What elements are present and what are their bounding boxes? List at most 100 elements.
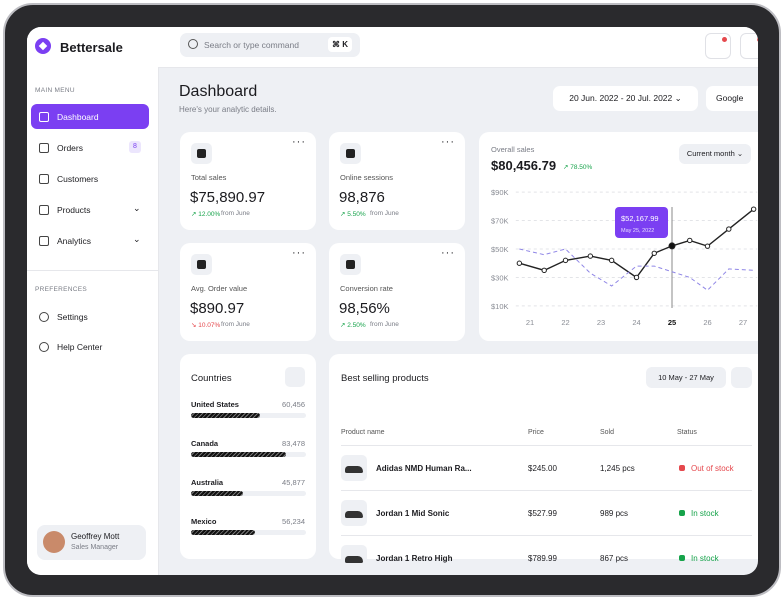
brand: Bettersale: [60, 40, 123, 55]
countries-card: Countries United States 60,456 Canada 83,47…: [180, 354, 316, 559]
date-filter-label: 10 May - 27 May: [658, 373, 714, 382]
menu-icon: [39, 312, 49, 322]
topbar: Search or type command ⌘ K: [158, 27, 758, 68]
product-status: In stock: [691, 554, 719, 563]
point: [633, 274, 640, 281]
stat-label: Online sessions: [340, 173, 393, 182]
period-select[interactable]: Current month ⌄: [679, 144, 751, 164]
country-name: Canada: [191, 439, 219, 448]
column-header: Status: [677, 429, 697, 436]
divider: [27, 270, 158, 271]
product-price: $789.99: [528, 554, 557, 563]
open-button[interactable]: [285, 367, 305, 387]
stat-label: Avg. Order value: [191, 284, 248, 293]
point: [704, 243, 711, 249]
date-filter[interactable]: 10 May - 27 May: [646, 367, 726, 388]
menu-icon: [39, 342, 49, 352]
more-button[interactable]: ···: [292, 247, 306, 259]
stat-icon: [191, 143, 212, 164]
x-tick-label: 26: [703, 318, 711, 327]
country-bar: [191, 452, 286, 457]
change-value: 2.50%: [347, 322, 366, 329]
source: Google: [716, 93, 744, 103]
status-dot: [679, 555, 685, 561]
messages-button[interactable]: [705, 33, 731, 59]
menu-item[interactable]: Dashboard: [31, 104, 149, 129]
point: [541, 267, 547, 274]
x-tick-label: 21: [526, 318, 534, 327]
country-value: 60,456: [282, 400, 305, 409]
column-header: Product name: [341, 429, 385, 436]
product-name: Jordan 1 Retro High: [376, 554, 453, 563]
products-card: Best selling products 10 May - 27 May Pr…: [329, 354, 758, 571]
x-tick-label: 27: [739, 318, 747, 327]
user-name: Geoffrey Mott: [71, 532, 120, 541]
shortcut: ⌘ K: [328, 37, 352, 52]
source-select[interactable]: Google: [706, 86, 758, 111]
tooltip-date: May 25, 2022: [621, 228, 654, 234]
stat-glyph: [197, 260, 206, 269]
y-tick-label: $70K: [491, 217, 509, 226]
stat-change: ↘ 10.07%: [191, 322, 221, 329]
y-tick-label: $10K: [491, 302, 509, 311]
stat-glyph: [346, 149, 355, 158]
x-tick-label: 23: [597, 318, 605, 327]
search-placeholder: Search or type command: [204, 40, 299, 50]
change-note: from June: [370, 210, 399, 217]
menu-item[interactable]: Analytics ⌄: [31, 228, 149, 253]
change-value: 12.00%: [198, 211, 221, 218]
stat-value: 98,876: [339, 189, 385, 206]
x-tick-label: 25: [668, 318, 676, 327]
change-value: 78.50%: [570, 164, 593, 171]
product-image: [341, 500, 367, 526]
filter-button[interactable]: [731, 367, 752, 388]
search-box[interactable]: Search or type command ⌘ K: [180, 33, 360, 57]
menu-item[interactable]: Help Center: [31, 334, 149, 359]
date-range: 20 Jun. 2022 - 20 Jul. 2022: [569, 93, 673, 103]
stat-value: 98,56%: [339, 300, 390, 317]
menu-icon: [39, 205, 49, 215]
menu-item[interactable]: Settings: [31, 304, 149, 329]
user-card[interactable]: Geoffrey Mott Sales Manager: [37, 525, 146, 560]
menu-label: Products: [57, 205, 91, 215]
stat-card: ··· Online sessions 98,876 ↗ 5.50% from June: [329, 132, 465, 230]
date-range-picker[interactable]: 20 Jun. 2022 - 20 Jul. 2022 ⌄: [553, 86, 698, 111]
shoe: [345, 556, 363, 563]
country-value: 45,877: [282, 478, 305, 487]
card-value: $80,456.79: [491, 158, 557, 173]
row-divider: [341, 445, 752, 446]
avatar: [43, 531, 65, 553]
x-tick-label: 24: [632, 318, 640, 327]
search-icon: [188, 39, 198, 49]
menu-item[interactable]: Orders 8: [31, 135, 149, 160]
point: [687, 237, 693, 244]
product-price: $245.00: [528, 464, 557, 473]
more-button[interactable]: ···: [441, 247, 455, 259]
notifications-button[interactable]: [740, 33, 758, 59]
sales-chart: $10K $30K $50K $70K $90K 21 22 23 24 25 26 27 $52,16…: [491, 188, 758, 327]
more-button[interactable]: ···: [441, 136, 455, 148]
menu-label: Dashboard: [57, 112, 99, 122]
chevron: ⌄: [133, 203, 141, 213]
menu-item[interactable]: Products ⌄: [31, 197, 149, 222]
status-dot: [679, 510, 685, 516]
menu-label: Analytics: [57, 236, 92, 246]
point: [750, 206, 757, 212]
y-tick-label: $30K: [491, 273, 509, 282]
point: [587, 253, 594, 259]
change-note: from June: [370, 321, 399, 328]
product-name: Jordan 1 Mid Sonic: [376, 509, 450, 518]
x-tick-label: 22: [561, 318, 569, 327]
menu-item[interactable]: Customers: [31, 166, 149, 191]
menu-label: Settings: [57, 312, 88, 322]
stat-glyph: [197, 149, 206, 158]
product-name: Adidas NMD Human Ra...: [376, 464, 472, 473]
country-bar: [191, 413, 260, 418]
card-title: Best selling products: [341, 373, 429, 384]
product-sold: 867 pcs: [600, 554, 629, 563]
more-button[interactable]: ···: [292, 136, 306, 148]
user-role: Sales Manager: [71, 544, 119, 551]
chevron: ⌄: [133, 234, 141, 244]
point: [562, 257, 569, 264]
change-value: 10.07%: [198, 322, 221, 329]
